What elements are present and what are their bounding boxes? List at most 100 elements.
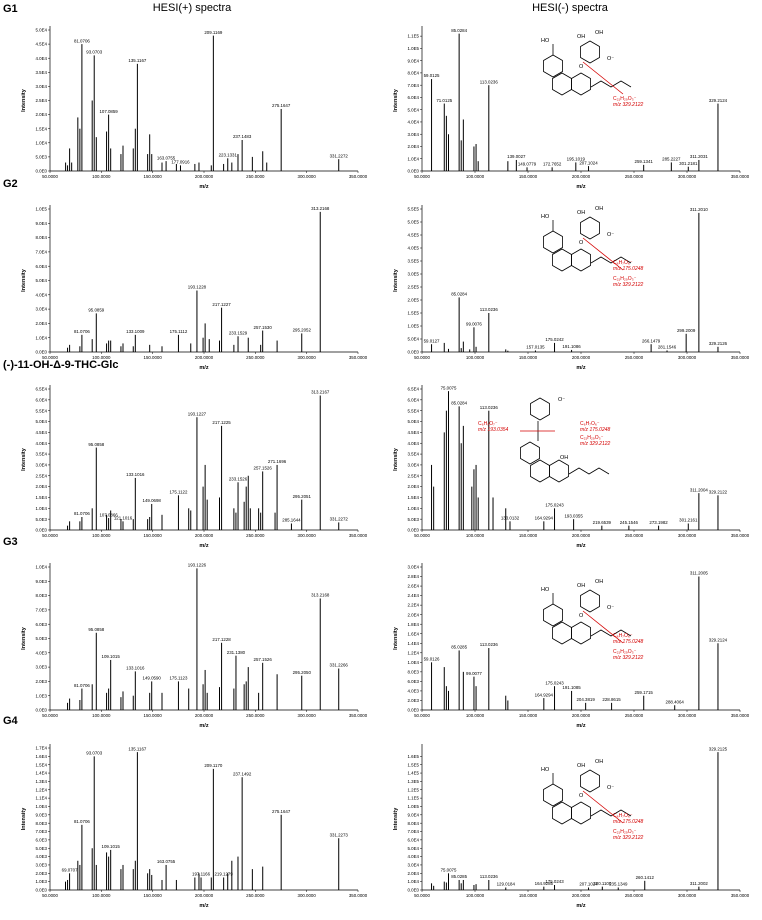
x-tick-label: 350.0000 — [731, 355, 750, 360]
peak-label: 164.9294 — [535, 516, 554, 521]
y-tick-label: 1.1E5 — [408, 796, 420, 801]
x-tick-label: 300.0000 — [678, 174, 697, 179]
peak-label: 193.1226 — [188, 563, 207, 568]
y-tick-label: 2.0E3 — [408, 698, 420, 703]
y-tick-label: 3.0E4 — [408, 565, 420, 570]
x-tick-label: 50.0000 — [414, 355, 430, 360]
peak-label: 139.0027 — [507, 154, 526, 159]
peak-label: 285.2227 — [662, 157, 681, 162]
y-tick-label: 4.0E4 — [36, 292, 48, 297]
sugar-ring — [580, 589, 600, 613]
y-tick-label: 3.5E4 — [36, 452, 48, 457]
x-tick-label: 350.0000 — [731, 713, 750, 718]
pyran-ring — [552, 621, 572, 645]
x-axis-title: m/z — [199, 543, 208, 549]
peak-label: 175.0242 — [545, 337, 564, 342]
y-tick-label: 6.5E4 — [408, 387, 420, 392]
peak-label: 257.1526 — [254, 657, 273, 662]
pyran-ring — [552, 72, 572, 96]
x-tick-label: 350.0000 — [731, 533, 750, 538]
panel-label: G4 — [3, 715, 19, 727]
x-axis-title: m/z — [576, 184, 585, 190]
y-tick-label: 7.0E4 — [408, 829, 420, 834]
peak-label: 231.1380 — [227, 650, 246, 655]
peak-label: 191.1086 — [562, 344, 581, 349]
y-tick-label: 1.0E4 — [408, 660, 420, 665]
fragment-formula: C₆H₇O₆⁻ — [613, 813, 633, 819]
y-tick-label: 3.0E3 — [36, 665, 48, 670]
peak-label: 135.1167 — [128, 58, 147, 63]
y-tick-label: 4.0E3 — [408, 689, 420, 694]
y-tick-label: 8.0E3 — [408, 669, 420, 674]
peak-label: 193.1227 — [188, 411, 207, 416]
y-tick-label: 6.0E4 — [36, 264, 48, 269]
oh-label: OH — [577, 583, 585, 589]
x-tick-label: 100.0000 — [92, 174, 111, 179]
sugar-ring — [580, 769, 600, 793]
x-tick-label: 300.0000 — [298, 713, 317, 718]
y-tick-label: 1.5E4 — [36, 762, 48, 767]
fragment-mz: m/z 329.2122 — [613, 655, 644, 661]
y-tick-label: 6.0E4 — [408, 95, 420, 100]
aromatic-ring — [549, 459, 569, 483]
x-tick-label: 300.0000 — [298, 355, 317, 360]
aromatic-ring — [571, 72, 591, 96]
y-tick-label: 1.7E4 — [36, 746, 48, 751]
peak-label: 175.0243 — [545, 879, 564, 884]
cyclohexene-ring — [543, 230, 563, 254]
y-tick-label: 8.0E4 — [36, 235, 48, 240]
peak-label: 75.0075 — [441, 867, 457, 872]
peak-label: 266.1479 — [642, 338, 661, 343]
peak-label: 217.1228 — [212, 637, 231, 642]
y-tick-label: 4.5E4 — [36, 42, 48, 47]
spectrum-3-left: G3 0.0E0 1.0E3 2.0E3 3.0E3 4.0E3 5.0E3 6.0E3 7.0… — [3, 536, 368, 729]
spectrum-2-right: 0.0E0 5.0E3 1.0E4 1.5E4 2.0E4 2.5E4 3.0E4 3.5E4… — [393, 385, 750, 549]
y-tick-label: 5.0E4 — [408, 337, 420, 342]
x-tick-label: 250.0000 — [246, 355, 265, 360]
peak-label: 113.0236 — [480, 874, 499, 879]
x-axis-title: m/z — [576, 543, 585, 549]
x-tick-label: 200.0000 — [572, 713, 591, 718]
peak-label: 93.0703 — [86, 751, 102, 756]
y-tick-label: 5.5E5 — [408, 207, 420, 212]
oh-label: OH — [595, 579, 603, 585]
y-tick-label: 2.2E4 — [408, 603, 420, 608]
y-tick-label: 0.0E0 — [36, 708, 48, 713]
peak-label: 175.1112 — [170, 329, 188, 334]
peak-label: 113.0236 — [480, 642, 499, 647]
peak-label: 217.1227 — [212, 302, 231, 307]
y-tick-label: 3.0E4 — [408, 463, 420, 468]
y-tick-label: 0.0E0 — [36, 169, 48, 174]
peak-label: 69.0707 — [62, 867, 78, 872]
peak-label: 109.1015 — [102, 844, 121, 849]
oh-label: OH — [595, 30, 603, 36]
peak-label: 219.1279 — [214, 872, 233, 877]
x-axis-title: m/z — [576, 903, 585, 909]
y-tick-label: 1.5E4 — [408, 495, 420, 500]
aromatic-ring — [571, 801, 591, 825]
peak-label: 313.2167 — [311, 390, 330, 395]
o-label: O — [579, 240, 584, 246]
x-tick-label: 150.0000 — [519, 893, 538, 898]
y-tick-label: 1.0E3 — [36, 879, 48, 884]
x-tick-label: 250.0000 — [625, 713, 644, 718]
y-tick-label: 1.8E4 — [408, 622, 420, 627]
x-axis-title: m/z — [199, 365, 208, 371]
peak-label: 331.2266 — [330, 663, 349, 668]
y-tick-label: 3.0E4 — [36, 84, 48, 89]
y-axis-title: Intensity — [393, 807, 399, 831]
peak-label: 149.0779 — [518, 162, 537, 167]
peak-label: 219.6539 — [593, 520, 612, 525]
panel-label: G2 — [3, 178, 18, 190]
y-tick-label: 3.0E4 — [36, 307, 48, 312]
y-axis-title: Intensity — [393, 268, 399, 292]
fragment-mz: m/z 329.2122 — [613, 835, 644, 841]
x-tick-label: 50.0000 — [42, 355, 58, 360]
peak-label: 193.0355 — [564, 513, 583, 518]
ho-label: HO — [541, 214, 550, 220]
y-tick-label: 2.0E4 — [36, 484, 48, 489]
spectrum-1-left: G2 0.0E0 1.0E4 2.0E4 3.0E4 4.0E4 5.0E4 6.0E4 7.0… — [3, 178, 368, 371]
carboxylate-label: O⁻ — [607, 785, 614, 791]
x-tick-label: 100.0000 — [92, 713, 111, 718]
